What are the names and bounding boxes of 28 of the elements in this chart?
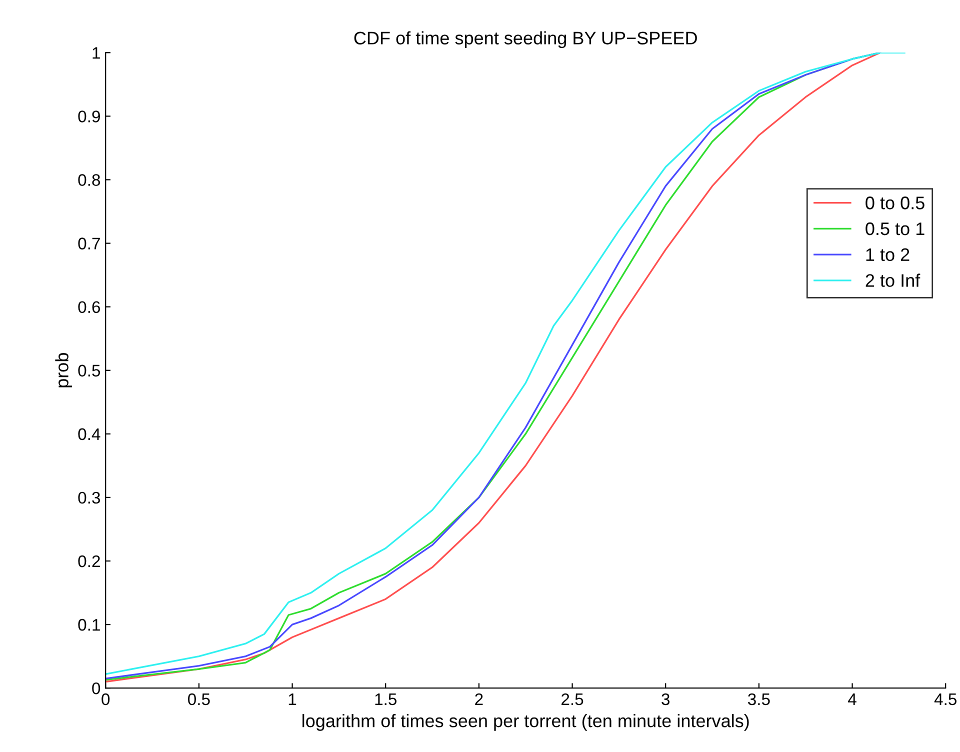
x-tick-label: 0 bbox=[102, 693, 110, 706]
y-tick-label: 0.5 bbox=[78, 364, 100, 377]
x-axis-title: logarithm of times seen per torrent (ten minute intervals) bbox=[302, 714, 749, 731]
y-tick-label: 0.2 bbox=[78, 555, 100, 568]
x-tick-label: 3.5 bbox=[748, 693, 770, 706]
legend-label: 1 to 2 bbox=[866, 248, 910, 262]
y-tick-label: 1 bbox=[92, 47, 100, 59]
x-tick-label: 2 bbox=[475, 693, 483, 706]
chart-title: CDF of time spent seeding BY UP−SPEED bbox=[354, 31, 697, 48]
y-tick-label: 0.6 bbox=[78, 301, 100, 314]
x-tick-label: 3 bbox=[662, 693, 670, 706]
y-tick-label: 0.7 bbox=[78, 238, 100, 250]
x-tick-label: 4.5 bbox=[934, 694, 956, 706]
legend-label: 0 to 0.5 bbox=[866, 196, 924, 210]
x-tick-label: 4 bbox=[848, 694, 856, 706]
x-tick-label: 1 bbox=[288, 694, 296, 706]
x-tick-label: 2.5 bbox=[562, 693, 584, 706]
y-tick-label: 0 bbox=[92, 682, 100, 694]
legend-label: 0.5 to 1 bbox=[866, 222, 924, 236]
y-tick-label: 0.4 bbox=[78, 428, 100, 440]
y-tick-label: 0.1 bbox=[78, 618, 100, 631]
x-tick-label: 0.5 bbox=[188, 693, 210, 706]
legend-label: 2 to Inf bbox=[866, 274, 920, 287]
y-tick-label: 0.9 bbox=[78, 110, 100, 122]
y-tick-label: 0.8 bbox=[78, 174, 100, 186]
y-tick-label: 0.3 bbox=[78, 492, 100, 504]
y-axis-title: prob bbox=[55, 353, 72, 388]
x-tick-label: 1.5 bbox=[375, 694, 396, 706]
